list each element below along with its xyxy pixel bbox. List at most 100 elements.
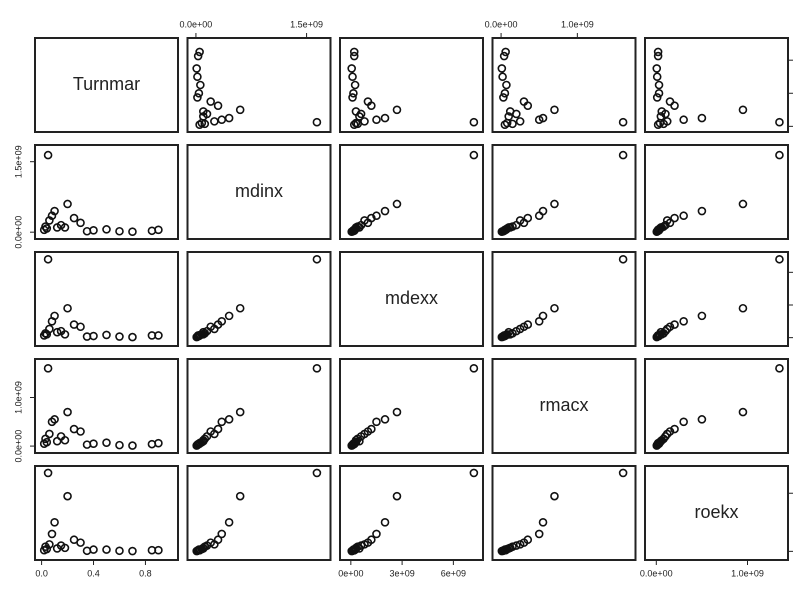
point (657, 107, 667, 116)
point (380, 206, 390, 216)
point (679, 317, 688, 326)
point (102, 330, 111, 340)
x-tick-label: 3e+09 (389, 568, 414, 578)
point (738, 199, 748, 209)
panel (34, 465, 179, 561)
point (351, 435, 361, 445)
point (210, 324, 219, 334)
point (550, 303, 559, 313)
panel (34, 37, 179, 133)
point (60, 435, 70, 445)
point (653, 120, 663, 129)
panel (186, 358, 332, 454)
point (195, 331, 204, 340)
point (550, 491, 559, 501)
point (775, 364, 784, 373)
point (347, 64, 356, 73)
point (523, 213, 533, 223)
point (43, 364, 53, 373)
point (312, 254, 322, 264)
point (679, 211, 688, 221)
point (538, 311, 548, 321)
point (515, 117, 525, 126)
point (312, 364, 322, 373)
point (618, 150, 628, 160)
point (128, 332, 137, 342)
variable-name: roekx (694, 502, 738, 522)
point (392, 407, 402, 417)
point (654, 80, 664, 90)
point (538, 206, 548, 216)
point (217, 529, 227, 539)
point (128, 546, 137, 556)
point (199, 107, 208, 116)
point (360, 117, 369, 126)
point (652, 93, 662, 102)
variable-name: mdinx (235, 181, 283, 201)
point (662, 429, 672, 439)
point (200, 328, 210, 338)
point (469, 150, 479, 160)
point (213, 101, 223, 110)
point (538, 113, 548, 123)
point (697, 415, 707, 424)
point (60, 543, 70, 553)
point (217, 417, 227, 427)
point (63, 407, 72, 417)
point (653, 331, 663, 340)
point (82, 226, 92, 236)
point (63, 199, 72, 209)
point (195, 47, 204, 57)
point (502, 80, 511, 90)
panel (34, 358, 179, 454)
point (499, 93, 508, 102)
point (351, 543, 361, 553)
point (367, 101, 376, 110)
panel (491, 465, 637, 561)
point (45, 324, 54, 334)
point (45, 540, 54, 549)
panel (644, 465, 789, 561)
point (224, 415, 234, 424)
point (206, 97, 215, 106)
point (392, 491, 402, 501)
panel (644, 358, 789, 454)
panel (339, 358, 484, 454)
point (76, 218, 85, 228)
panel (339, 37, 484, 133)
point (618, 254, 628, 264)
panel (491, 37, 637, 133)
point (348, 93, 357, 102)
point (523, 535, 533, 545)
point (210, 540, 219, 549)
point (193, 93, 202, 102)
point (45, 429, 54, 439)
point (469, 364, 479, 373)
point (775, 117, 784, 127)
point (312, 117, 322, 127)
point (392, 199, 402, 209)
point (505, 107, 515, 116)
point (372, 529, 381, 539)
point (657, 330, 667, 339)
x-tick-label: 1.5e+09 (290, 19, 323, 29)
point (82, 546, 92, 556)
point (515, 540, 525, 549)
point (360, 429, 369, 439)
point (372, 115, 381, 125)
point (697, 206, 707, 216)
point (515, 324, 525, 334)
point (224, 517, 234, 527)
y-tick-label: 1.0e+09 (13, 381, 23, 414)
point (43, 468, 53, 478)
variable-name: Turnmar (73, 74, 140, 94)
point (193, 51, 203, 61)
point (534, 529, 544, 539)
point (738, 407, 748, 417)
point (550, 105, 559, 115)
variable-name: rmacx (540, 395, 589, 415)
point (69, 535, 79, 545)
panel (34, 144, 179, 240)
point (499, 51, 509, 61)
point (662, 216, 672, 225)
